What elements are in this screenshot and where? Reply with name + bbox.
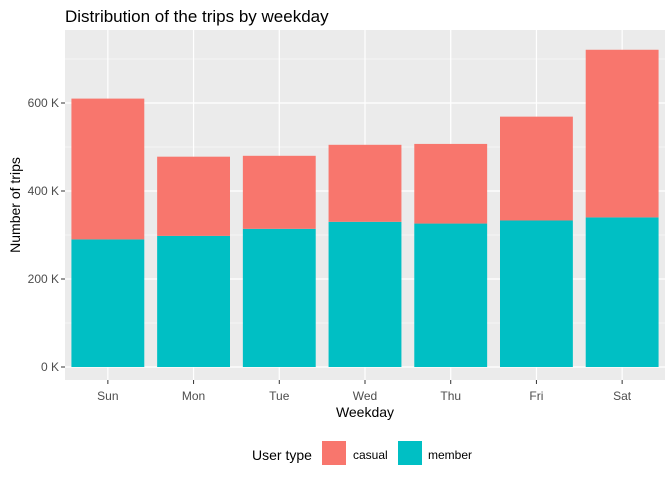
bars bbox=[71, 49, 659, 367]
legend-swatch-member bbox=[398, 441, 422, 465]
bar-casual-tue bbox=[242, 155, 316, 229]
x-tick-label-wed: Wed bbox=[353, 389, 377, 403]
bar-member-tue bbox=[242, 228, 316, 367]
bar-member-sat bbox=[585, 217, 659, 367]
bar-casual-sun bbox=[71, 98, 145, 240]
x-tick-label-tue: Tue bbox=[269, 389, 290, 403]
bar-member-wed bbox=[328, 221, 402, 367]
bar-member-sun bbox=[71, 239, 145, 367]
legend: User type casual member bbox=[252, 441, 472, 465]
legend-label-member: member bbox=[428, 448, 472, 462]
x-axis-title: Weekday bbox=[336, 404, 394, 420]
y-axis-title: Number of trips bbox=[7, 157, 23, 253]
y-tick-label: 400 K bbox=[28, 184, 59, 198]
chart-title: Distribution of the trips by weekday bbox=[65, 7, 329, 26]
bar-member-fri bbox=[500, 220, 573, 367]
y-tick-label: 600 K bbox=[28, 96, 59, 110]
y-tick-label: 200 K bbox=[28, 272, 59, 286]
bar-casual-thu bbox=[414, 143, 488, 224]
bar-member-thu bbox=[414, 223, 488, 367]
x-tick-label-mon: Mon bbox=[182, 389, 205, 403]
bar-casual-mon bbox=[157, 156, 230, 236]
x-tick-label-sun: Sun bbox=[97, 389, 118, 403]
axes: Sun Mon Tue Wed Thu Fri Sat 0 K 200 K 400 K 600 K bbox=[28, 96, 632, 403]
y-tick-label: 0 K bbox=[41, 360, 59, 374]
legend-swatch-casual bbox=[322, 441, 346, 465]
bar-member-mon bbox=[157, 235, 230, 367]
x-tick-label-thu: Thu bbox=[440, 389, 461, 403]
bar-casual-wed bbox=[328, 144, 402, 222]
x-tick-label-sat: Sat bbox=[613, 389, 632, 403]
x-tick-label-fri: Fri bbox=[529, 389, 543, 403]
legend-title: User type bbox=[252, 447, 312, 463]
bar-casual-sat bbox=[585, 49, 659, 218]
bar-casual-fri bbox=[500, 116, 573, 221]
legend-label-casual: casual bbox=[353, 448, 388, 462]
